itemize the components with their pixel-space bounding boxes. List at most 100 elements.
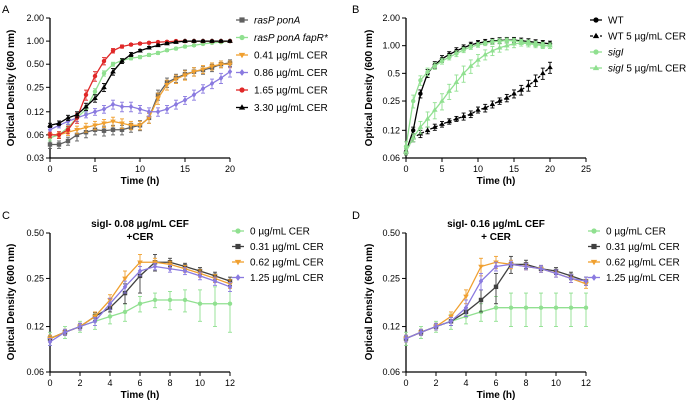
x-tick-label: 0: [47, 164, 52, 174]
legend-entry: 0.62 µg/mL CER: [588, 258, 680, 269]
legend-entry: 0 µg/mL CER: [232, 227, 310, 238]
legend-label: WT 5 µg/mL CER: [608, 32, 686, 43]
data-point: [56, 120, 62, 126]
data-point: [504, 95, 510, 100]
data-point: [496, 98, 503, 103]
data-point: [418, 91, 423, 96]
data-point: [101, 71, 107, 76]
data-point: [504, 42, 510, 48]
legend-marker: [591, 243, 597, 250]
x-tick-label: 6: [137, 378, 142, 388]
data-point: [167, 265, 173, 272]
data-point: [119, 58, 125, 63]
data-point: [182, 73, 188, 78]
data-point: [227, 301, 233, 306]
legend-entry: rasP ponA fapR*: [236, 33, 329, 44]
data-point: [47, 142, 53, 147]
data-point: [65, 138, 71, 144]
series-1-25-g-ml-cer: [403, 260, 589, 343]
y-tick-label: 0.06: [26, 130, 44, 140]
legend-label: 0.31 µg/mL CER: [250, 242, 324, 253]
data-point: [146, 44, 152, 50]
data-point: [122, 276, 128, 282]
data-point: [475, 57, 481, 62]
data-point: [478, 278, 484, 285]
data-point: [454, 51, 459, 56]
data-point: [447, 54, 452, 60]
x-tick-label: 10: [473, 164, 483, 174]
data-point: [101, 121, 107, 127]
data-point: [65, 127, 71, 132]
data-point: [164, 106, 170, 113]
data-point: [182, 297, 188, 303]
legend-label: 0.62 µg/mL CER: [606, 258, 680, 269]
legend-entry: rasP ponA: [236, 16, 301, 27]
data-point: [540, 70, 546, 76]
legend-marker: [239, 34, 245, 41]
legend-marker: [235, 274, 241, 281]
data-point: [547, 64, 553, 70]
data-point: [128, 51, 134, 57]
data-point: [424, 127, 431, 133]
legend-entry: 1.25 µg/mL CER: [588, 273, 680, 284]
data-point: [155, 96, 161, 102]
y-tick-label: 0.06: [26, 367, 44, 377]
x-tick-label: 8: [523, 378, 528, 388]
chart-panel-d: sigI- 0.16 µg/mL CEF + CER Optical Densi…: [364, 219, 680, 401]
data-point: [490, 39, 495, 45]
y-tick-label: 1.00: [382, 41, 400, 51]
y-tick-label: 0.50: [26, 59, 44, 69]
data-point: [152, 297, 158, 303]
data-point: [167, 297, 173, 303]
chart-panel-c: sigI- 0.08 µg/mL CEF +CER Optical Densit…: [6, 219, 324, 401]
data-point: [110, 68, 116, 74]
data-point: [137, 260, 143, 266]
data-point: [583, 305, 589, 310]
data-point: [101, 58, 107, 64]
data-point: [493, 263, 499, 270]
x-tick-label: 5: [92, 164, 97, 174]
data-point: [212, 301, 218, 306]
data-point: [182, 97, 188, 104]
data-point: [128, 103, 134, 110]
x-tick-label: 2: [77, 378, 82, 388]
data-point: [74, 111, 80, 117]
data-point: [433, 323, 439, 330]
x-tick-label: 20: [225, 164, 235, 174]
legend-entry: 0.62 µg/mL CER: [232, 258, 324, 269]
data-point: [540, 42, 546, 48]
legend-label: 1.25 µg/mL CER: [606, 273, 680, 284]
panel-title-line-2: +CER: [127, 232, 155, 243]
data-point: [56, 132, 62, 138]
data-point: [538, 265, 544, 272]
legend-label: 1.65 µg/mL CER: [254, 86, 328, 97]
y-tick-label: 0.12: [26, 322, 44, 332]
data-point: [92, 123, 98, 129]
data-point: [482, 51, 488, 57]
y-tick-label: 0.06: [382, 367, 400, 377]
legend-entry: 1.25 µg/mL CER: [232, 273, 324, 284]
y-tick-label: 0.06: [382, 153, 400, 163]
data-point: [191, 38, 197, 43]
series-0-41-g-ml-cer: [47, 60, 233, 139]
data-point: [227, 38, 233, 43]
chart-panel-a: Optical Density (600 nm) Time (h) 0.03 0.…: [6, 13, 329, 187]
data-point: [74, 127, 80, 133]
data-point: [209, 80, 215, 87]
data-point: [146, 40, 152, 46]
legend-name-italic: rasP ponA: [254, 16, 301, 27]
data-point: [137, 47, 143, 53]
data-point: [47, 132, 53, 138]
data-point: [137, 123, 143, 129]
data-point: [493, 305, 499, 310]
data-point: [182, 268, 188, 275]
legend-entry: 0.86 µg/mL CER: [236, 68, 328, 79]
data-point: [511, 90, 517, 96]
data-point: [568, 305, 574, 310]
x-tick-label: 12: [581, 378, 591, 388]
y-tick-label: 0.03: [26, 153, 44, 163]
legend-label: 0 µg/mL CER: [606, 227, 666, 238]
data-point: [92, 108, 98, 115]
data-point: [583, 278, 589, 285]
